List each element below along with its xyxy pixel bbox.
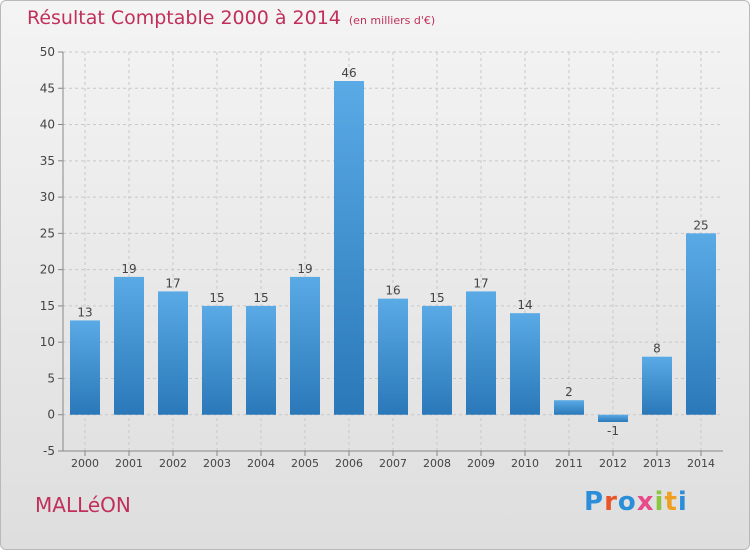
data-label-2010: 14: [517, 298, 532, 312]
data-label-2013: 8: [653, 342, 661, 356]
x-tick-label: 2012: [599, 457, 627, 470]
x-tick-label: 2011: [555, 457, 583, 470]
bar-2008[interactable]: [422, 305, 452, 415]
x-tick-label: 2013: [643, 457, 671, 470]
y-tick-label: 5: [47, 371, 55, 385]
data-label-2008: 15: [429, 291, 444, 305]
data-label-2003: 15: [209, 291, 224, 305]
bar-2007[interactable]: [378, 298, 408, 415]
y-tick-label: 0: [47, 408, 55, 422]
axes: -5 0 5 10 15 20 25 30 35 40 45 50 2000 2001 2002 2003 20…: [40, 45, 723, 470]
x-tick-label: 2010: [511, 457, 539, 470]
logo-letter: i: [677, 487, 688, 517]
bar-2000[interactable]: [70, 320, 100, 415]
proxiti-logo[interactable]: Proxiti: [584, 487, 688, 517]
chart-unit-label: (en milliers d'€): [348, 14, 436, 27]
y-tick-label: 40: [40, 118, 55, 132]
bar-2003[interactable]: [202, 305, 232, 415]
data-label-2009: 17: [473, 276, 488, 290]
data-label-2014: 25: [693, 218, 708, 232]
y-tick-label: 20: [40, 263, 55, 277]
data-label-2000: 13: [77, 305, 92, 319]
y-tick-label: 25: [40, 226, 55, 240]
bar-2013[interactable]: [642, 356, 672, 415]
x-tick-label: 2001: [115, 457, 143, 470]
y-tick-label: 50: [40, 45, 55, 59]
y-tick-label: -5: [43, 444, 55, 458]
bar-2002[interactable]: [158, 291, 188, 415]
data-labels: 13 19 17 15 15 19 46 16 15 17 14 2 -1 8 25: [77, 66, 708, 438]
x-tick-label: 2000: [71, 457, 99, 470]
data-label-2004: 15: [253, 291, 268, 305]
bar-2009[interactable]: [466, 291, 496, 415]
bar-2010[interactable]: [510, 313, 540, 415]
logo-letter: o: [617, 487, 637, 517]
x-tick-label: 2005: [291, 457, 319, 470]
bars: [70, 81, 716, 422]
y-tick-label: 15: [40, 299, 55, 313]
data-label-2002: 17: [165, 276, 180, 290]
data-label-2011: 2: [565, 385, 573, 399]
bar-2004[interactable]: [246, 305, 276, 415]
chart-title-text: Résultat Comptable 2000 à 2014: [27, 7, 341, 29]
data-label-2007: 16: [385, 284, 400, 298]
bar-2011[interactable]: [554, 400, 584, 415]
logo-letter: t: [664, 487, 678, 517]
logo-letter: i: [654, 487, 665, 517]
y-tick-label: 35: [40, 154, 55, 168]
x-tick-label: 2004: [247, 457, 275, 470]
y-tick-label: 30: [40, 190, 55, 204]
chart-title: Résultat Comptable 2000 à 2014 (en millie…: [27, 7, 435, 29]
x-tick-label: 2007: [379, 457, 407, 470]
bar-2012[interactable]: [598, 414, 628, 422]
data-label-2012: -1: [607, 424, 619, 438]
y-tick-label: 10: [40, 335, 55, 349]
bar-2014[interactable]: [686, 233, 716, 415]
logo-letter: r: [604, 487, 618, 517]
x-tick-label: 2009: [467, 457, 495, 470]
x-tick-label: 2008: [423, 457, 451, 470]
bar-2001[interactable]: [114, 276, 144, 415]
logo-letter: x: [636, 487, 655, 517]
x-tick-label: 2002: [159, 457, 187, 470]
data-label-2001: 19: [121, 262, 136, 276]
x-tick-label: 2003: [203, 457, 231, 470]
commune-name: MALLéON: [35, 493, 131, 517]
y-tick-label: 45: [40, 81, 55, 95]
bar-2005[interactable]: [290, 276, 320, 415]
x-tick-label: 2014: [687, 457, 715, 470]
data-label-2006: 46: [341, 66, 356, 80]
x-tick-label: 2006: [335, 457, 363, 470]
logo-letter: P: [584, 487, 605, 517]
bar-2006[interactable]: [334, 81, 364, 415]
data-label-2005: 19: [297, 262, 312, 276]
